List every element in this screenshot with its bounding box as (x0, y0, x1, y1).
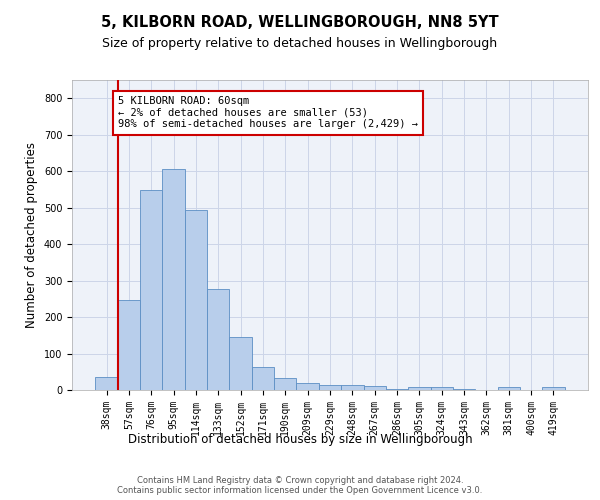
Text: 5, KILBORN ROAD, WELLINGBOROUGH, NN8 5YT: 5, KILBORN ROAD, WELLINGBOROUGH, NN8 5YT (101, 15, 499, 30)
Bar (341, 385, 364, 390)
Text: 5 KILBORN ROAD: 60sqm
← 2% of detached houses are smaller (53)
98% of semi-detac: 5 KILBORN ROAD: 60sqm ← 2% of detached h… (118, 96, 418, 130)
Text: Contains HM Land Registry data © Crown copyright and database right 2024.
Contai: Contains HM Land Registry data © Crown c… (118, 476, 482, 495)
Bar (118, 300, 140, 390)
Bar (542, 387, 565, 390)
Bar (364, 386, 386, 390)
Bar (229, 337, 252, 390)
Bar (274, 378, 296, 390)
Bar (408, 387, 431, 390)
Bar (252, 367, 274, 390)
Y-axis label: Number of detached properties: Number of detached properties (25, 142, 38, 328)
Text: Distribution of detached houses by size in Wellingborough: Distribution of detached houses by size … (128, 432, 472, 446)
Bar (319, 386, 341, 390)
Bar (296, 382, 319, 390)
Bar (497, 387, 520, 390)
Bar (185, 210, 207, 390)
Bar (431, 387, 453, 390)
Bar (95, 377, 118, 390)
Bar (207, 289, 229, 390)
Bar (140, 190, 163, 390)
Bar (453, 389, 475, 390)
Bar (386, 389, 408, 390)
Bar (163, 170, 185, 390)
Text: Size of property relative to detached houses in Wellingborough: Size of property relative to detached ho… (103, 38, 497, 51)
